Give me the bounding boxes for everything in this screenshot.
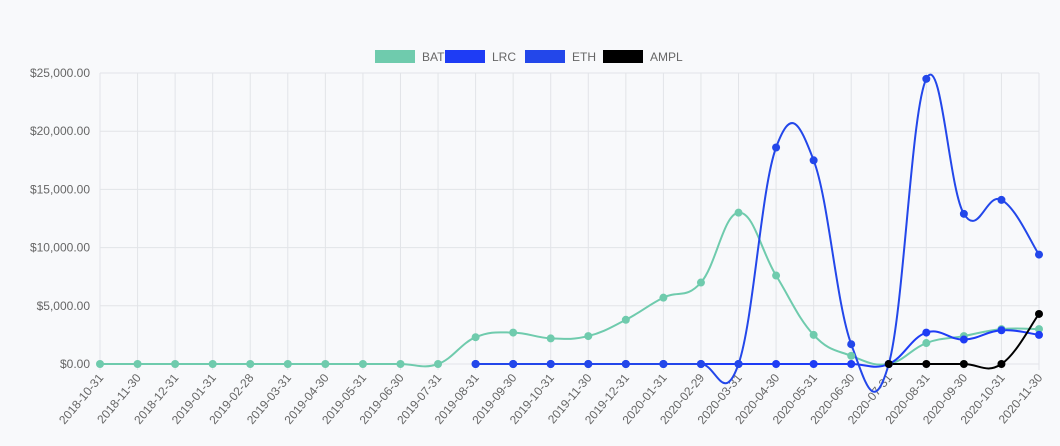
data-point <box>734 208 743 217</box>
data-point <box>471 333 480 342</box>
data-point <box>396 360 405 368</box>
data-point <box>922 339 931 348</box>
data-point <box>922 328 931 337</box>
legend-swatch <box>445 50 485 63</box>
data-point <box>772 143 781 152</box>
y-tick-label: $20,000.00 <box>30 124 90 138</box>
data-point <box>734 360 743 368</box>
data-point <box>621 360 630 368</box>
data-point <box>997 326 1006 335</box>
legend-swatch <box>375 50 415 63</box>
data-point <box>208 360 217 368</box>
data-point <box>959 360 968 368</box>
data-point <box>1035 250 1043 259</box>
data-point <box>434 360 443 368</box>
data-point <box>584 332 593 341</box>
data-point <box>922 74 931 83</box>
data-point <box>546 334 555 343</box>
legend-label: BAT <box>422 50 445 64</box>
data-point <box>847 351 856 360</box>
legend-swatch <box>603 50 643 63</box>
legend-label: LRC <box>492 50 516 64</box>
data-point <box>509 328 518 337</box>
data-point <box>847 340 856 349</box>
data-point <box>959 209 968 218</box>
data-point <box>884 360 893 368</box>
data-point <box>96 360 104 368</box>
y-tick-label: $10,000.00 <box>30 241 90 255</box>
data-point <box>997 360 1006 368</box>
data-point <box>809 330 818 339</box>
data-point <box>283 360 292 368</box>
data-point <box>1035 309 1043 318</box>
data-point <box>847 360 856 368</box>
data-point <box>696 360 705 368</box>
legend-label: AMPL <box>650 50 683 64</box>
y-tick-label: $15,000.00 <box>30 182 90 196</box>
data-point <box>133 360 142 368</box>
data-point <box>1035 325 1043 334</box>
data-point <box>471 360 480 368</box>
series-line <box>100 211 1040 368</box>
data-point <box>246 360 255 368</box>
data-point <box>809 156 818 165</box>
data-point <box>1035 330 1043 339</box>
legend-swatch <box>525 50 565 63</box>
data-point <box>997 195 1006 204</box>
data-point <box>659 360 668 368</box>
y-tick-label: $0.00 <box>60 357 90 371</box>
series-line <box>475 74 1040 393</box>
data-point <box>546 360 555 368</box>
data-point <box>358 360 367 368</box>
data-point <box>509 360 518 368</box>
data-point <box>809 360 818 368</box>
data-point <box>659 293 668 302</box>
data-point <box>772 271 781 280</box>
data-point <box>584 360 593 368</box>
data-point <box>922 360 931 368</box>
legend-label: ETH <box>572 50 596 64</box>
data-point <box>171 360 180 368</box>
y-tick-label: $25,000.00 <box>30 66 90 80</box>
data-point <box>772 360 781 368</box>
data-point <box>959 335 968 344</box>
series-line <box>475 329 1040 368</box>
data-point <box>621 315 630 324</box>
data-point <box>321 360 330 368</box>
data-point <box>696 278 705 287</box>
y-tick-label: $5,000.00 <box>37 299 91 313</box>
